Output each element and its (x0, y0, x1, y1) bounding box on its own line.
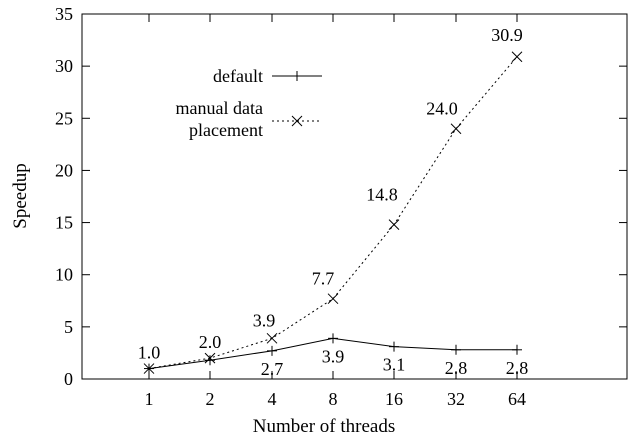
legend-label-default: default (213, 66, 263, 86)
data-label-manual: 7.7 (312, 269, 335, 289)
data-label-manual: 3.9 (253, 310, 276, 330)
data-label-manual: 30.9 (491, 25, 523, 45)
data-label-default: 2.8 (506, 358, 529, 378)
y-tick-label: 20 (55, 160, 73, 180)
y-axis: 0 5 10 15 20 25 30 35 (55, 4, 627, 389)
legend-label-manual-line2: placement (189, 120, 263, 140)
x-tick-label: 16 (385, 389, 403, 409)
data-point-default (451, 344, 461, 355)
data-label-manual: 2.0 (199, 332, 222, 352)
legend-marker-manual (291, 115, 303, 127)
x-tick-label: 32 (447, 389, 465, 409)
data-point-manual (511, 51, 523, 63)
series-layer (143, 51, 523, 374)
data-point-manual (388, 219, 400, 231)
x-axis: 1 2 4 8 16 32 64 (145, 14, 526, 409)
data-point-default (328, 333, 338, 344)
y-tick-label: 15 (55, 213, 73, 233)
data-label-default: 3.1 (383, 355, 406, 375)
legend-cross-marker (291, 115, 303, 127)
y-tick-label: 25 (55, 108, 73, 128)
data-label-default: 2.8 (445, 358, 468, 378)
data-label-manual: 14.8 (366, 185, 398, 205)
x-tick-label: 4 (268, 389, 277, 409)
data-point-manual (450, 123, 462, 135)
y-tick-label: 35 (55, 4, 73, 24)
data-point-default (389, 341, 399, 352)
plot-frame (81, 13, 628, 380)
legend: default manual data placement (176, 66, 322, 140)
data-label-default: 2.7 (261, 359, 284, 379)
y-tick-label: 30 (55, 56, 73, 76)
data-point-default (267, 345, 277, 356)
data-point-default (512, 344, 522, 355)
data-point-manual (266, 332, 278, 344)
legend-marker-default (292, 71, 302, 81)
x-axis-title: Number of threads (253, 416, 395, 437)
y-tick-label: 0 (64, 369, 73, 389)
data-label-manual: 1.0 (138, 343, 161, 363)
data-label-default: 3.9 (322, 346, 345, 366)
legend-plus-marker (292, 71, 302, 81)
data-label-manual: 24.0 (426, 99, 458, 119)
legend-label-manual-line1: manual data (176, 98, 263, 118)
data-point-default (205, 355, 215, 366)
y-tick-label: 5 (64, 317, 73, 337)
x-tick-label: 64 (508, 389, 526, 409)
x-tick-label: 8 (329, 389, 338, 409)
data-point-manual (327, 293, 339, 305)
x-tick-label: 1 (145, 389, 154, 409)
data-labels: 2.7 3.9 3.1 2.8 2.8 1.0 2.0 3.9 7.7 14.8 24.0 30.9 (138, 25, 529, 379)
y-tick-label: 10 (55, 265, 73, 285)
data-point-manual (204, 352, 216, 364)
data-point-manual (143, 363, 155, 374)
y-axis-title: Speedup (10, 163, 31, 228)
x-tick-label: 2 (206, 389, 215, 409)
